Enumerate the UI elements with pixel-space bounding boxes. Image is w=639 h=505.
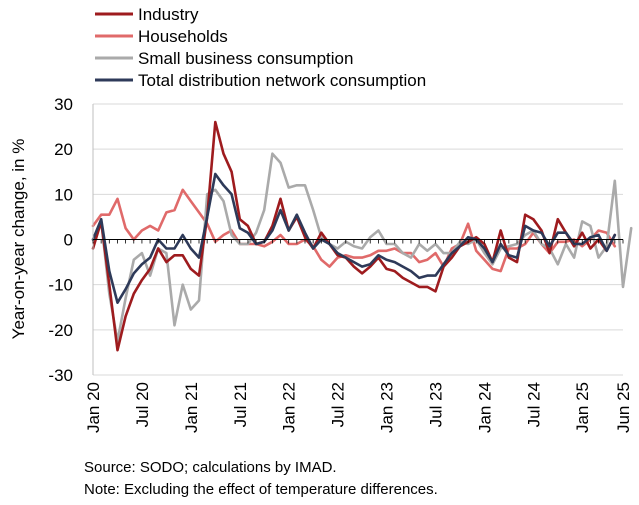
x-tick-label: Jan 23 [378,382,397,433]
series-line-industry [91,120,617,352]
legend-label: Total distribution network consumption [138,71,426,90]
series-line-households [91,188,617,273]
y-tick-label: 30 [54,95,73,114]
y-axis-label: Year-on-year change, in % [9,139,28,340]
x-tick-label: Jan 24 [475,382,494,433]
x-tick-label: Jan 22 [280,382,299,433]
y-tick-label: 10 [54,185,73,204]
x-tick-label: Jul 22 [329,382,348,427]
y-tick-label: -30 [48,366,73,385]
x-tick-label: Jan 25 [573,382,592,433]
source-note: Source: SODO; calculations by IMAD. [84,459,337,476]
x-tick-label: Jan 21 [182,382,201,433]
x-tick-label: Jul 24 [524,382,543,427]
y-tick-label: -20 [48,321,73,340]
legend-label: Households [138,27,228,46]
x-tick-label: Jul 20 [133,382,152,427]
x-tick-label: Jul 23 [426,382,445,427]
series-layer [91,120,633,352]
axes: -30 -20 -10 0 10 20 30 Jan 20 Jul 20 Jan 21 Jul 21… [48,95,633,433]
series-line-small-business-consumption [91,152,633,343]
legend-label: Industry [138,5,199,24]
x-tick-label: Jun 25 [614,382,633,433]
x-tick-label: Jan 20 [84,382,103,433]
legend: Industry Households Small business consump… [95,5,426,90]
y-tick-label: 0 [64,231,73,250]
y-tick-label: 20 [54,140,73,159]
footnote: Note: Excluding the effect of temperatur… [84,481,438,498]
x-tick-label: Jul 21 [231,382,250,427]
y-tick-label: -10 [48,276,73,295]
legend-label: Small business consumption [138,49,353,68]
